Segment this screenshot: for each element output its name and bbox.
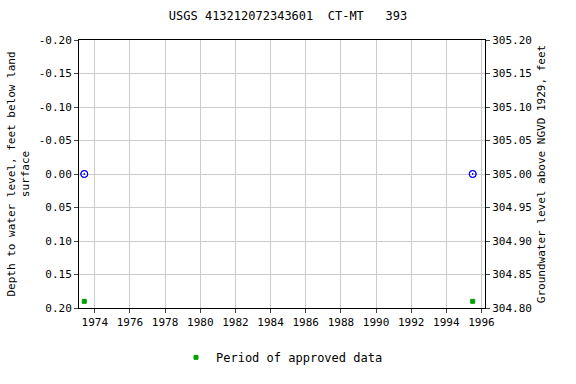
svg-text:304.80: 304.80 [492,302,532,315]
svg-text:305.10: 305.10 [492,101,532,114]
svg-text:1976: 1976 [117,316,144,329]
svg-text:305.00: 305.00 [492,168,532,181]
svg-text:1992: 1992 [398,316,425,329]
svg-text:-0.20: -0.20 [39,34,72,47]
svg-text:0.00: 0.00 [45,168,72,181]
svg-text:1984: 1984 [257,316,284,329]
svg-text:1994: 1994 [433,316,460,329]
svg-text:-0.05: -0.05 [39,134,72,147]
svg-text:1990: 1990 [363,316,390,329]
svg-text:0.15: 0.15 [45,268,72,281]
svg-text:-0.15: -0.15 [39,67,72,80]
svg-text:1996: 1996 [468,316,495,329]
svg-text:1974: 1974 [82,316,109,329]
svg-text:USGS 413212072343601 CT-MT: USGS 413212072343601 CT-MT 393 [169,9,407,23]
svg-text:0.05: 0.05 [45,201,72,214]
svg-text:1978: 1978 [152,316,179,329]
svg-text:1986: 1986 [292,316,319,329]
svg-text:1980: 1980 [187,316,214,329]
svg-text:305.20: 305.20 [492,34,532,47]
svg-text:Period of approved data: Period of approved data [216,351,382,365]
svg-text:0.10: 0.10 [45,235,72,248]
svg-text:305.05: 305.05 [492,134,532,147]
svg-text:1982: 1982 [222,316,249,329]
svg-text:305.15: 305.15 [492,67,532,80]
svg-text:0.20: 0.20 [45,302,72,315]
svg-text:304.95: 304.95 [492,201,532,214]
svg-text:Groundwater level above NGVD 1: Groundwater level above NGVD 1929, feet [535,45,548,303]
svg-text:304.90: 304.90 [492,235,532,248]
svg-text:1988: 1988 [328,316,355,329]
svg-text:-0.10: -0.10 [39,101,72,114]
svg-text:304.85: 304.85 [492,268,532,281]
svg-text:Depth to water level, feet bel: Depth to water level, feet below landsur… [5,51,32,296]
